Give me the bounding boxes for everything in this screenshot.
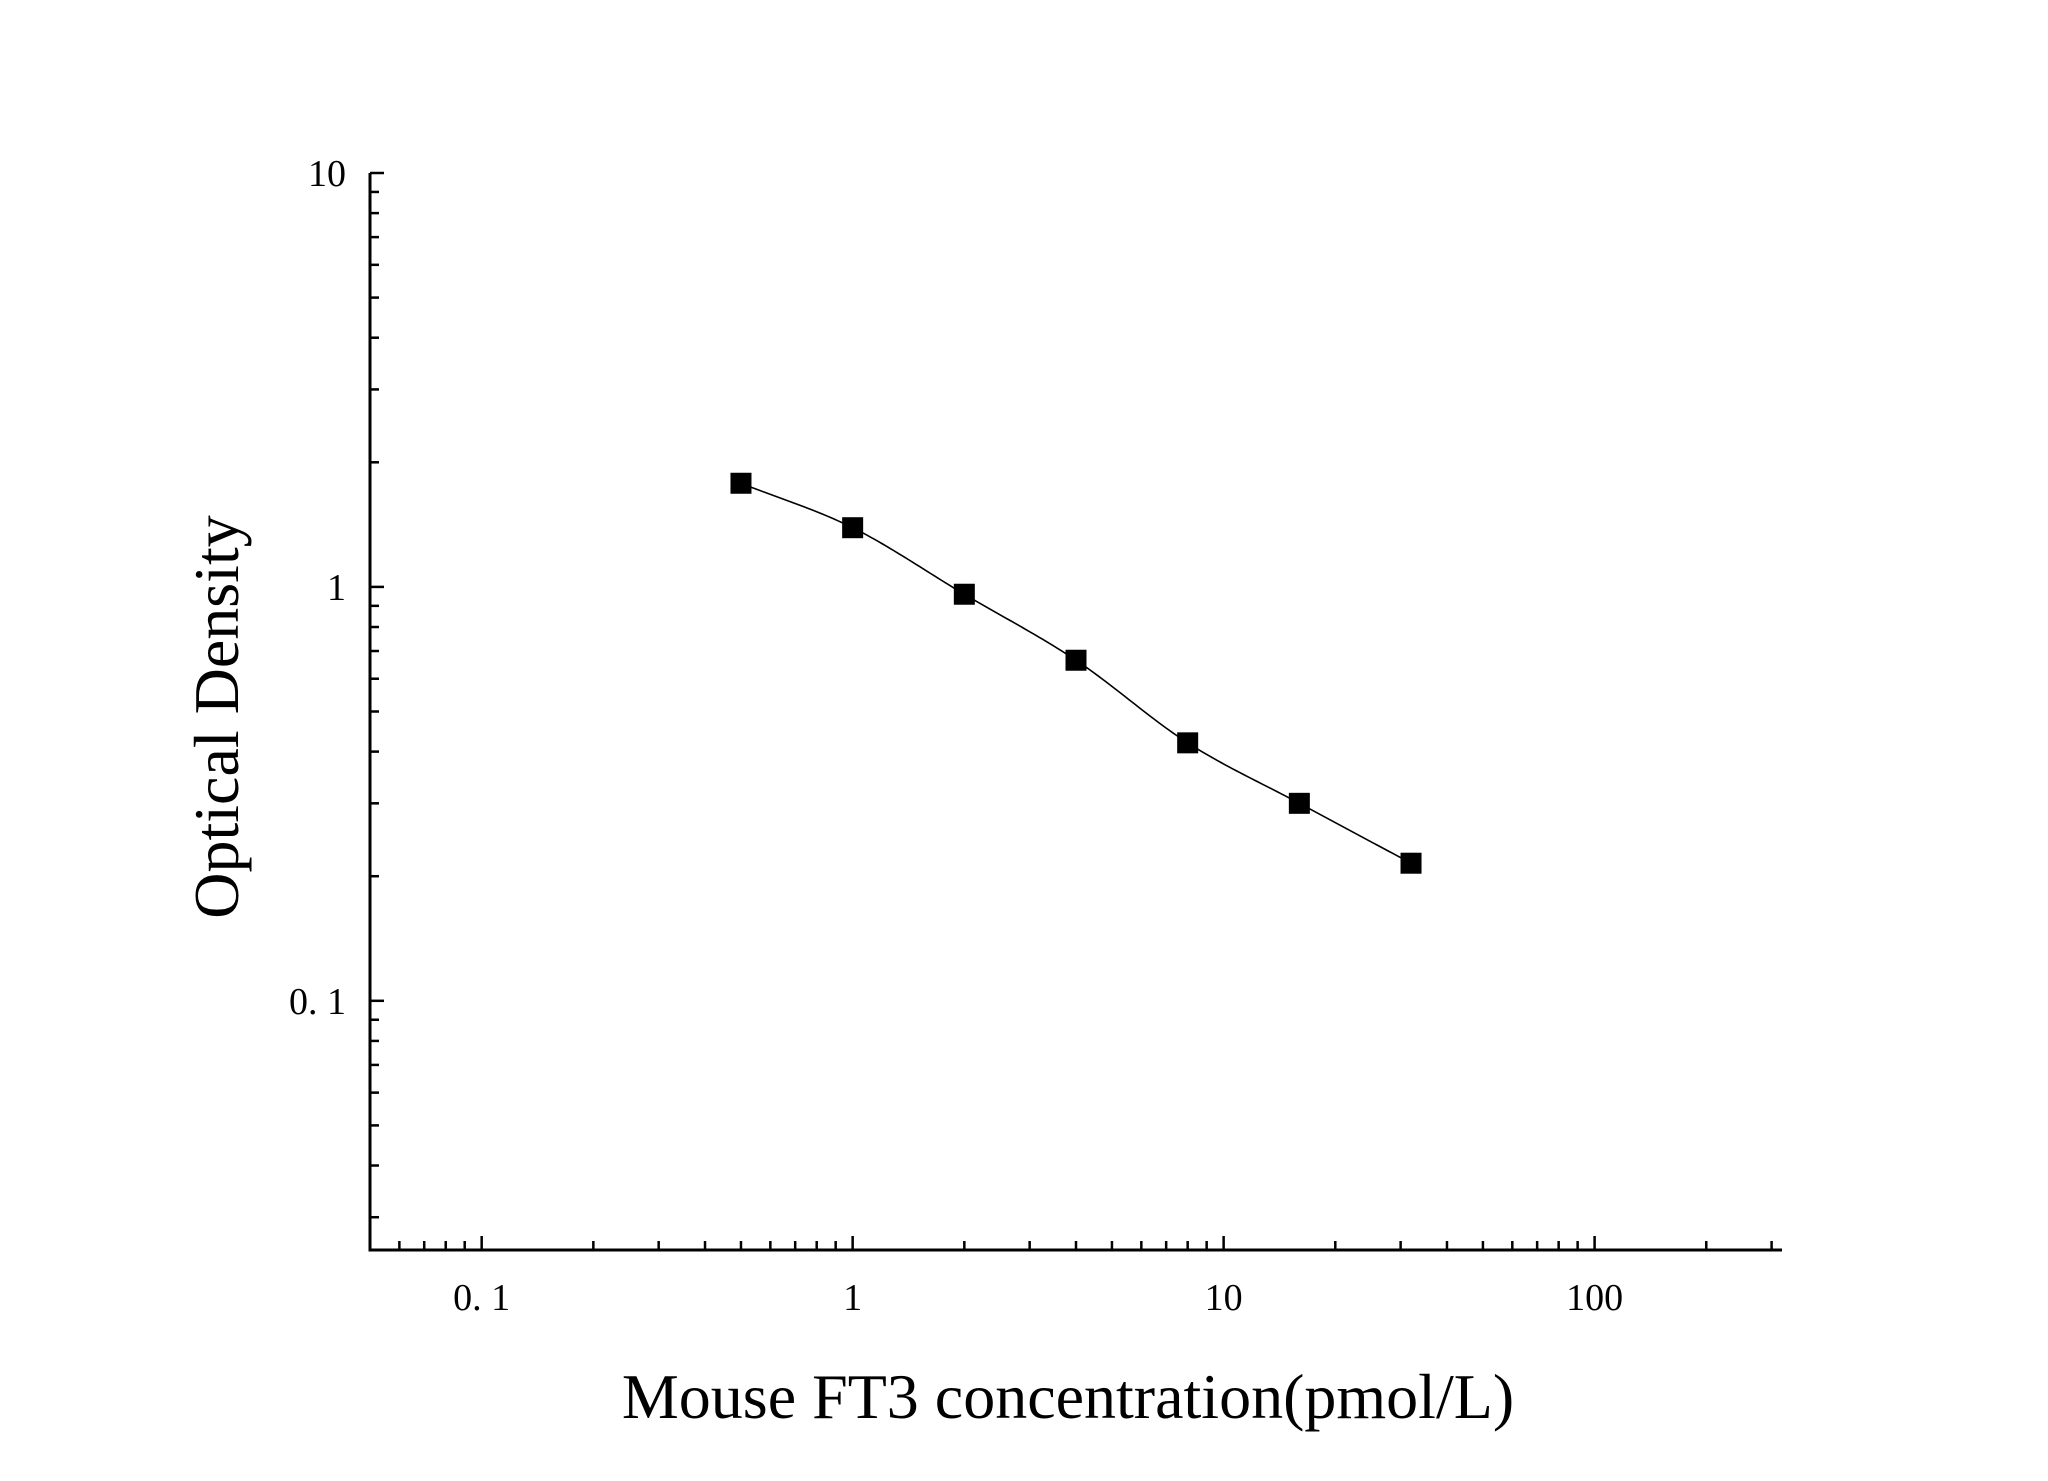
x-axis-title: Mouse FT3 concentration(pmol/L): [622, 1361, 1514, 1432]
y-tick-label: 1: [327, 567, 346, 609]
fit-curve-layer: [740, 482, 1412, 864]
data-points: [730, 472, 1422, 874]
data-point: [953, 583, 975, 605]
axes: [368, 173, 1782, 1252]
y-tick-label: 0. 1: [289, 981, 346, 1023]
y-axis-title: Optical Density: [181, 515, 252, 918]
x-axis-tick-labels: 0. 1 1 10 100: [453, 1277, 1623, 1319]
y-axis-ticks: [370, 171, 384, 1219]
data-point: [1288, 792, 1310, 814]
x-tick-label: 10: [1205, 1277, 1243, 1319]
data-point: [842, 517, 864, 539]
data-point: [1177, 732, 1199, 754]
data-point: [1400, 852, 1422, 874]
x-tick-label: 0. 1: [453, 1277, 510, 1319]
data-point: [1065, 649, 1087, 671]
x-tick-label: 100: [1566, 1277, 1623, 1319]
x-tick-label: 1: [843, 1277, 862, 1319]
x-axis-ticks: [368, 1236, 1773, 1250]
y-tick-label: 10: [308, 153, 346, 195]
y-axis-tick-labels: 0. 1 1 10: [289, 153, 346, 1023]
data-point: [730, 472, 752, 494]
fit-curve: [740, 482, 1412, 864]
